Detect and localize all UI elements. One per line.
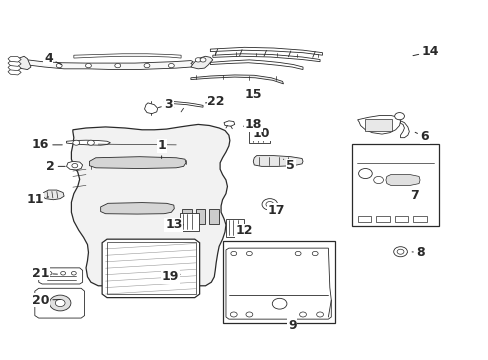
Circle shape — [85, 63, 91, 68]
Circle shape — [55, 300, 65, 307]
Polygon shape — [212, 54, 320, 62]
Circle shape — [312, 251, 318, 256]
Text: 11: 11 — [26, 193, 48, 206]
Polygon shape — [20, 60, 193, 69]
Bar — [209, 210, 219, 224]
Polygon shape — [190, 75, 283, 84]
Text: 19: 19 — [162, 270, 180, 283]
Bar — [182, 210, 191, 224]
Circle shape — [115, 63, 121, 68]
Text: 5: 5 — [283, 159, 295, 172]
Circle shape — [272, 298, 286, 309]
Text: 9: 9 — [287, 319, 296, 332]
Bar — [249, 131, 269, 143]
Polygon shape — [385, 175, 419, 185]
Circle shape — [393, 247, 407, 257]
Polygon shape — [35, 288, 84, 318]
Circle shape — [73, 140, 80, 145]
Circle shape — [262, 199, 277, 210]
Text: 1: 1 — [157, 139, 165, 158]
Text: 16: 16 — [32, 138, 62, 151]
Text: 21: 21 — [32, 267, 57, 280]
Polygon shape — [8, 65, 21, 71]
Polygon shape — [210, 60, 303, 69]
Polygon shape — [8, 61, 21, 66]
Polygon shape — [253, 156, 303, 166]
Text: 8: 8 — [411, 246, 425, 259]
Text: 2: 2 — [46, 160, 65, 173]
Circle shape — [230, 312, 237, 317]
Bar — [375, 216, 389, 222]
Polygon shape — [357, 116, 400, 134]
Circle shape — [61, 271, 65, 275]
Text: 20: 20 — [32, 294, 60, 307]
Circle shape — [49, 295, 71, 311]
Polygon shape — [144, 103, 158, 114]
Polygon shape — [42, 190, 64, 200]
Bar — [180, 213, 198, 231]
Text: 14: 14 — [412, 45, 439, 58]
Circle shape — [265, 202, 273, 207]
Circle shape — [47, 271, 52, 275]
Bar — [357, 216, 370, 222]
Text: 15: 15 — [244, 88, 262, 101]
Polygon shape — [66, 140, 110, 145]
Text: 4: 4 — [44, 51, 61, 65]
Polygon shape — [400, 121, 408, 138]
Circle shape — [144, 63, 150, 68]
Bar — [195, 210, 205, 224]
Text: 3: 3 — [158, 98, 173, 111]
Circle shape — [195, 58, 201, 62]
Polygon shape — [163, 101, 203, 107]
Polygon shape — [66, 161, 82, 170]
Bar — [222, 241, 334, 323]
Polygon shape — [74, 54, 181, 58]
Polygon shape — [210, 47, 322, 55]
Circle shape — [373, 176, 383, 184]
Bar — [225, 219, 244, 237]
Polygon shape — [71, 125, 229, 286]
Polygon shape — [16, 56, 31, 69]
Circle shape — [358, 168, 371, 179]
Text: 7: 7 — [409, 189, 418, 202]
Polygon shape — [225, 248, 330, 319]
Bar — [365, 119, 391, 131]
Text: 10: 10 — [252, 127, 270, 140]
Text: 18: 18 — [243, 118, 262, 131]
Circle shape — [394, 113, 404, 120]
Circle shape — [72, 163, 78, 168]
Polygon shape — [102, 239, 199, 298]
Circle shape — [200, 58, 205, 62]
Polygon shape — [8, 69, 21, 75]
Circle shape — [316, 312, 323, 317]
Text: 12: 12 — [235, 224, 253, 238]
Bar — [107, 242, 195, 294]
Circle shape — [299, 312, 306, 317]
Polygon shape — [101, 203, 174, 214]
Polygon shape — [224, 121, 234, 126]
Circle shape — [396, 249, 403, 254]
Text: 6: 6 — [414, 130, 428, 144]
Circle shape — [168, 63, 174, 68]
Circle shape — [245, 312, 252, 317]
Polygon shape — [39, 268, 82, 284]
Bar — [351, 144, 438, 226]
Text: 13: 13 — [165, 218, 183, 231]
Polygon shape — [8, 57, 21, 62]
Bar — [394, 216, 407, 222]
Polygon shape — [190, 56, 212, 69]
Circle shape — [295, 251, 301, 256]
Circle shape — [230, 251, 236, 256]
Circle shape — [56, 63, 62, 68]
Text: 22: 22 — [205, 95, 224, 108]
Circle shape — [71, 271, 76, 275]
Circle shape — [246, 251, 252, 256]
Text: 17: 17 — [267, 204, 285, 217]
Circle shape — [87, 140, 94, 145]
Bar — [412, 216, 426, 222]
Polygon shape — [89, 157, 185, 168]
